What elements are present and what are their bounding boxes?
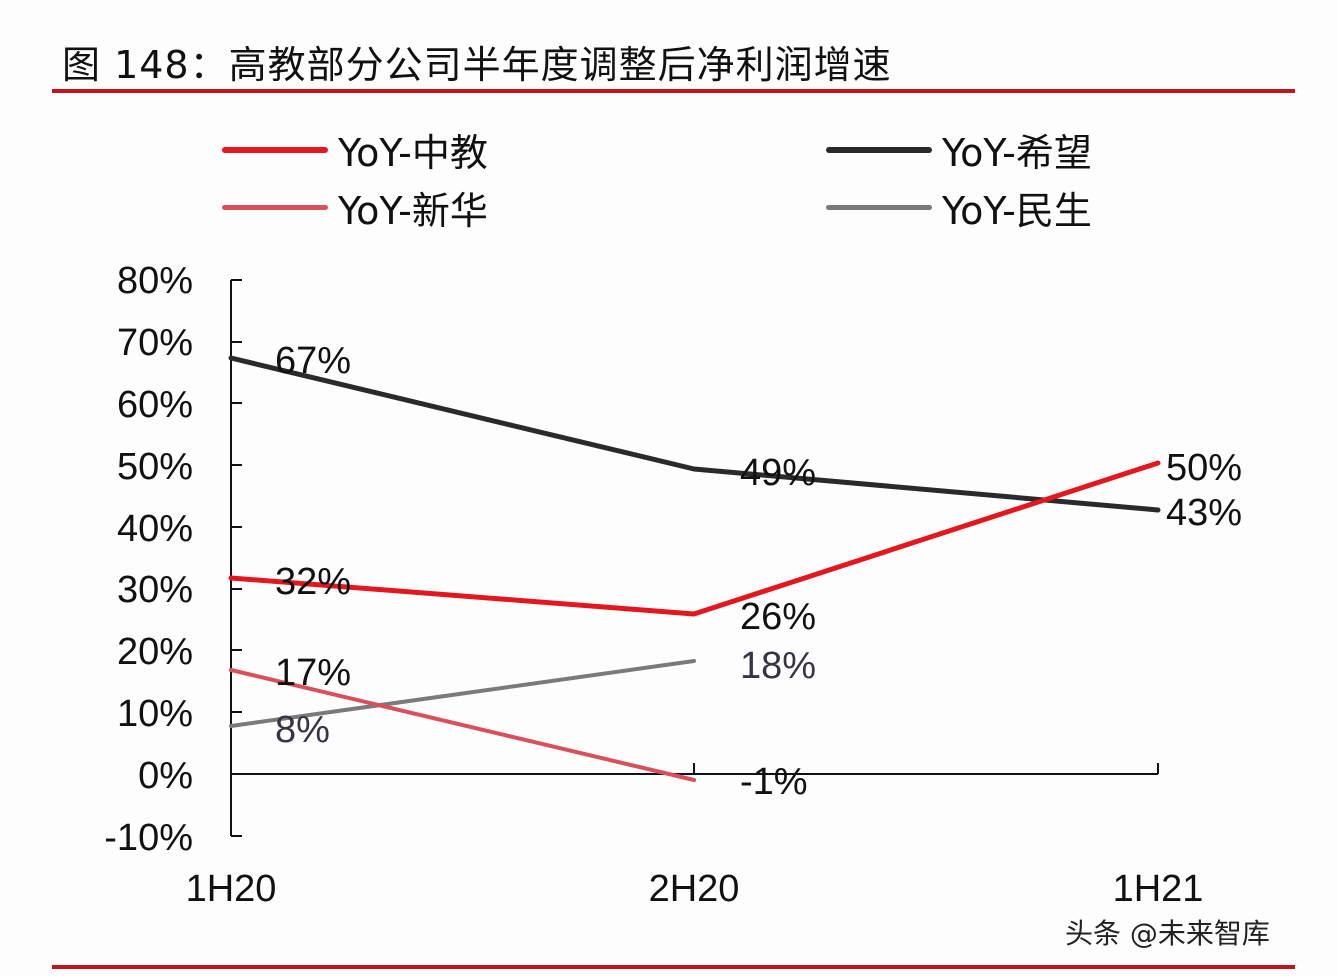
y-axis	[230, 279, 242, 837]
y-tick-label: 50%	[117, 446, 193, 488]
data-label-zhongjiao-1h21: 50%	[1166, 447, 1242, 489]
series-line-zhongjiao	[228, 460, 1161, 617]
x-axis	[231, 763, 1159, 775]
data-label-zhongjiao-2h20: 26%	[740, 596, 816, 638]
series-line-xinhua	[229, 668, 696, 782]
legend-item-xinhua: YoY-新华	[222, 180, 488, 235]
legend-swatch-xiwang	[826, 146, 932, 153]
data-label-xinhua-2h20: -1%	[740, 761, 808, 803]
chart-title: 图 148：高教部分公司半年度调整后净利润增速	[62, 43, 892, 87]
legend-item-zhongjiao: YoY-中教	[222, 122, 488, 177]
x-tick-label: 2H20	[649, 868, 740, 910]
x-tick-label: 1H21	[1113, 868, 1204, 910]
legend-label: YoY-中教	[338, 131, 488, 175]
y-tick-label: 30%	[117, 569, 193, 611]
legend-label: YoY-希望	[942, 131, 1092, 175]
x-tick-label: 1H20	[186, 868, 277, 910]
bottom-divider	[52, 965, 1295, 969]
data-label-minsheng-2h20: 18%	[740, 645, 816, 687]
y-tick-label: 70%	[117, 322, 193, 364]
legend-label: YoY-民生	[942, 189, 1092, 233]
legend-label: YoY-新华	[338, 189, 488, 233]
legend-swatch-minsheng	[826, 205, 932, 210]
data-label-xinhua-1h20: 17%	[275, 652, 351, 694]
series-line-minsheng	[229, 659, 696, 728]
data-label-xiwang-1h21: 43%	[1166, 492, 1242, 534]
data-label-zhongjiao-1h20: 32%	[275, 561, 351, 603]
data-labels: 67% 49% 43% 32% 26% 50% 17% -1% 8% 18%	[275, 340, 1242, 803]
data-label-xiwang-2h20: 49%	[740, 452, 816, 494]
data-label-xiwang-1h20: 67%	[275, 340, 351, 382]
legend-swatch-zhongjiao	[222, 146, 328, 153]
y-tick-label: 0%	[138, 755, 193, 797]
y-tick-label: 40%	[117, 508, 193, 550]
title-divider	[52, 89, 1295, 93]
legend-swatch-xinhua	[222, 205, 328, 210]
y-tick-label: 60%	[117, 384, 193, 426]
legend-item-minsheng: YoY-民生	[826, 180, 1092, 235]
y-tick-label: 20%	[117, 631, 193, 673]
y-tick-label: 80%	[117, 260, 193, 302]
legend-item-xiwang: YoY-希望	[826, 122, 1092, 177]
watermark: 头条 @未来智库	[1065, 917, 1270, 950]
y-tick-label: -10%	[104, 817, 193, 859]
y-tick-label: 10%	[117, 693, 193, 735]
series-line-xiwang	[228, 355, 1161, 513]
x-tick-labels: 1H20 2H20 1H21	[186, 868, 1204, 910]
data-label-minsheng-1h20: 8%	[275, 709, 330, 751]
y-tick-labels: 80% 70% 60% 50% 40% 30% 20% 10% 0% -10%	[104, 260, 193, 859]
